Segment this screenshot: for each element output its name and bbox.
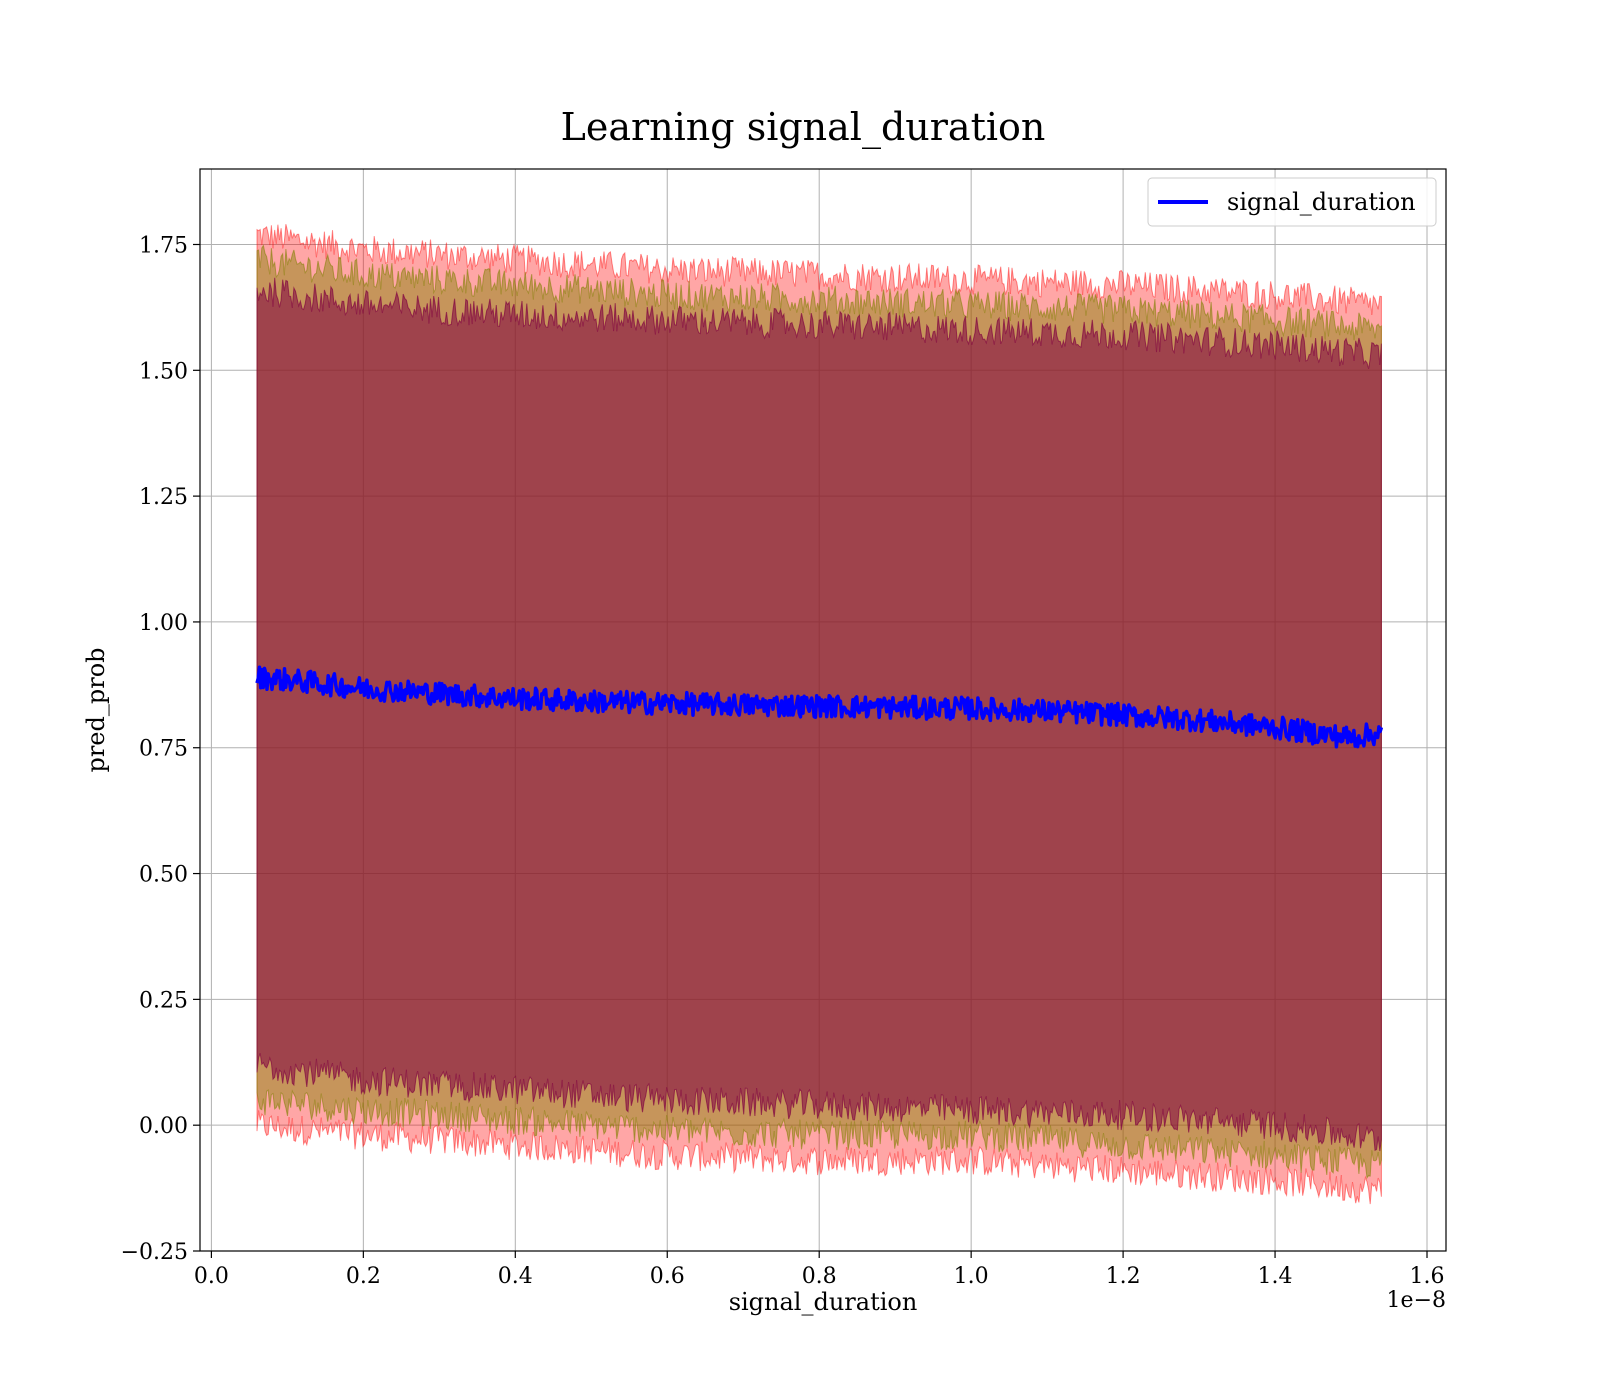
y-tick-label: 1.75 [139,233,188,258]
x-tick-label: 1.0 [954,1264,989,1289]
x-tick-label: 0.8 [802,1264,837,1289]
y-tick-label: −0.25 [121,1240,188,1265]
x-axis-ticks: 0.0 0.2 0.4 0.6 0.8 1.0 1.2 1.4 1.6 [194,1251,1445,1289]
y-axis-ticks: −0.25 0.00 0.25 0.50 0.75 1.00 1.25 1.50 1.75 [121,233,200,1265]
series-lines [255,665,1384,749]
y-tick-label: 1.00 [139,611,188,636]
chart-title: Learning signal_duration [561,105,1046,150]
x-tick-label: 1.6 [1410,1264,1445,1289]
y-axis-label: pred_prob [82,647,110,772]
y-tick-label: 0.00 [139,1114,188,1139]
legend-box [1147,177,1437,227]
y-tick-label: 1.50 [139,359,188,384]
x-axis-label: signal_duration [729,1288,918,1316]
y-tick-label: 0.50 [139,863,188,888]
y-tick-label: 0.75 [139,737,188,762]
plot-frame [199,168,1447,1252]
series-line-1 [255,665,1384,749]
x-tick-label: 0.2 [346,1264,381,1289]
x-tick-label: 0.4 [498,1264,533,1289]
y-tick-label: 1.25 [139,485,188,510]
legend-entry-signal-duration: signal_duration [1227,188,1416,216]
x-tick-label: 1.2 [1106,1264,1141,1289]
x-tick-label: 0.6 [650,1264,685,1289]
legend: signal_duration [1147,177,1437,227]
x-tick-label: 0.0 [194,1264,229,1289]
x-axis-offset-text: 1e−8 [1387,1288,1446,1313]
x-tick-label: 1.4 [1258,1264,1293,1289]
y-tick-label: 0.25 [139,988,188,1013]
